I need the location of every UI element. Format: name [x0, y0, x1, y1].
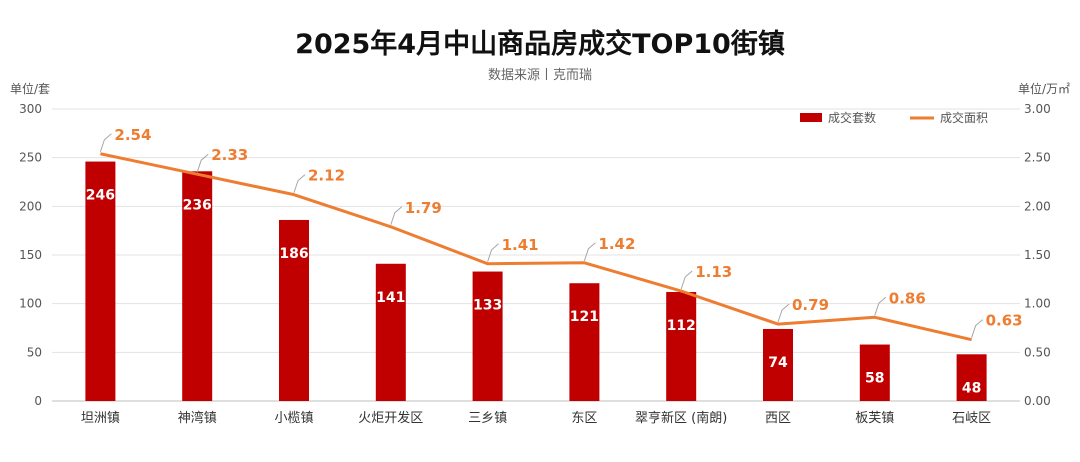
- line-label-leader: [583, 242, 596, 261]
- line-value-label: 1.79: [405, 199, 442, 217]
- bar: [956, 354, 987, 401]
- line-value-label: 2.33: [211, 146, 248, 164]
- bar-value-label: 236: [183, 197, 212, 213]
- category-label: 翠亨新区 (南朗): [635, 410, 727, 426]
- category-label: 东区: [571, 411, 597, 426]
- line-value-label: 1.13: [695, 263, 732, 281]
- bar: [375, 263, 406, 401]
- line-value-label: 1.42: [598, 235, 635, 253]
- line-label-leader: [874, 296, 887, 316]
- bar-value-label: 74: [768, 355, 788, 371]
- left-tick-label: 50: [27, 345, 42, 359]
- left-tick-label: 0: [34, 394, 42, 408]
- bar: [666, 291, 697, 401]
- right-tick-label: 0.50: [1024, 345, 1051, 359]
- line-series: [100, 152, 972, 342]
- bar: [569, 283, 600, 401]
- bar: [279, 219, 309, 401]
- bar: [182, 171, 213, 401]
- grid-layer: [52, 108, 1020, 402]
- line-label-leader: [390, 206, 403, 225]
- category-label: 坦洲镇: [81, 411, 120, 426]
- left-tick-label: 300: [19, 102, 42, 116]
- left-axis-unit: 单位/套: [10, 82, 51, 96]
- left-tick-label: 150: [19, 248, 42, 262]
- right-axis-unit: 单位/万㎡: [1017, 82, 1070, 96]
- category-label: 三乡镇: [468, 411, 507, 426]
- bar-value-label: 112: [667, 318, 696, 334]
- line-label-leader: [777, 303, 790, 323]
- legend-bar-swatch: [800, 113, 822, 122]
- bar-value-label: 186: [279, 246, 308, 262]
- line-value-label: 2.54: [114, 126, 151, 144]
- line-layer: [100, 152, 972, 342]
- line-value-label: 1.41: [502, 236, 539, 254]
- line-value-label: 0.79: [792, 296, 829, 314]
- left-tick-label: 250: [19, 151, 42, 165]
- right-tick-label: 1.00: [1024, 297, 1051, 311]
- category-label: 火炬开发区: [358, 410, 423, 426]
- right-tick-label: 1.50: [1024, 248, 1051, 262]
- bar: [472, 271, 503, 401]
- bar-value-label: 133: [473, 298, 502, 314]
- line-label-leader: [680, 270, 693, 290]
- label-layer: 246 236 186 141 133 121 112 74 58 48 2.54 2.33 2.12 1…: [86, 126, 1023, 397]
- legend-bar-label: 成交套数: [828, 110, 876, 125]
- left-tick-label: 200: [19, 199, 42, 213]
- right-tick-label: 2.00: [1024, 199, 1051, 213]
- line-label-leader: [196, 153, 209, 173]
- right-tick-label: 2.50: [1024, 151, 1051, 165]
- bar-value-label: 141: [376, 290, 405, 306]
- bar: [85, 161, 116, 401]
- right-tick-label: 3.00: [1024, 102, 1051, 116]
- axis-layer: 0 0.00 50 0.50 100 1.00 150 1.50 200 2.00 250 2.50 3…: [19, 102, 1051, 426]
- line-label-leader: [99, 133, 112, 152]
- bar-value-label: 121: [570, 309, 599, 325]
- line-label-leader: [293, 174, 306, 193]
- left-tick-label: 100: [19, 297, 42, 311]
- bar-value-label: 48: [962, 380, 981, 396]
- category-label: 神湾镇: [178, 410, 217, 426]
- line-value-label: 2.12: [308, 167, 345, 185]
- line-label-leader: [971, 319, 983, 338]
- line-label-leader: [487, 243, 499, 262]
- chart-subtitle: 数据来源丨克而瑞: [487, 68, 592, 83]
- bar-value-label: 58: [865, 371, 884, 387]
- bar: [859, 344, 890, 401]
- right-tick-label: 0.00: [1024, 394, 1051, 408]
- chart-title: 2025年4月中山商品房成交TOP10街镇: [295, 29, 785, 60]
- line-value-label: 0.86: [889, 289, 926, 307]
- legend-line-label: 成交面积: [940, 110, 988, 125]
- category-label: 石岐区: [952, 411, 991, 426]
- legend: 成交套数 成交面积: [800, 110, 988, 125]
- category-label: 小榄镇: [274, 410, 313, 426]
- bar: [763, 328, 793, 401]
- bar-layer: [85, 161, 987, 401]
- bar-value-label: 246: [86, 188, 115, 204]
- line-value-label: 0.63: [986, 312, 1023, 330]
- category-label: 西区: [765, 411, 791, 426]
- category-label: 板芙镇: [855, 411, 894, 426]
